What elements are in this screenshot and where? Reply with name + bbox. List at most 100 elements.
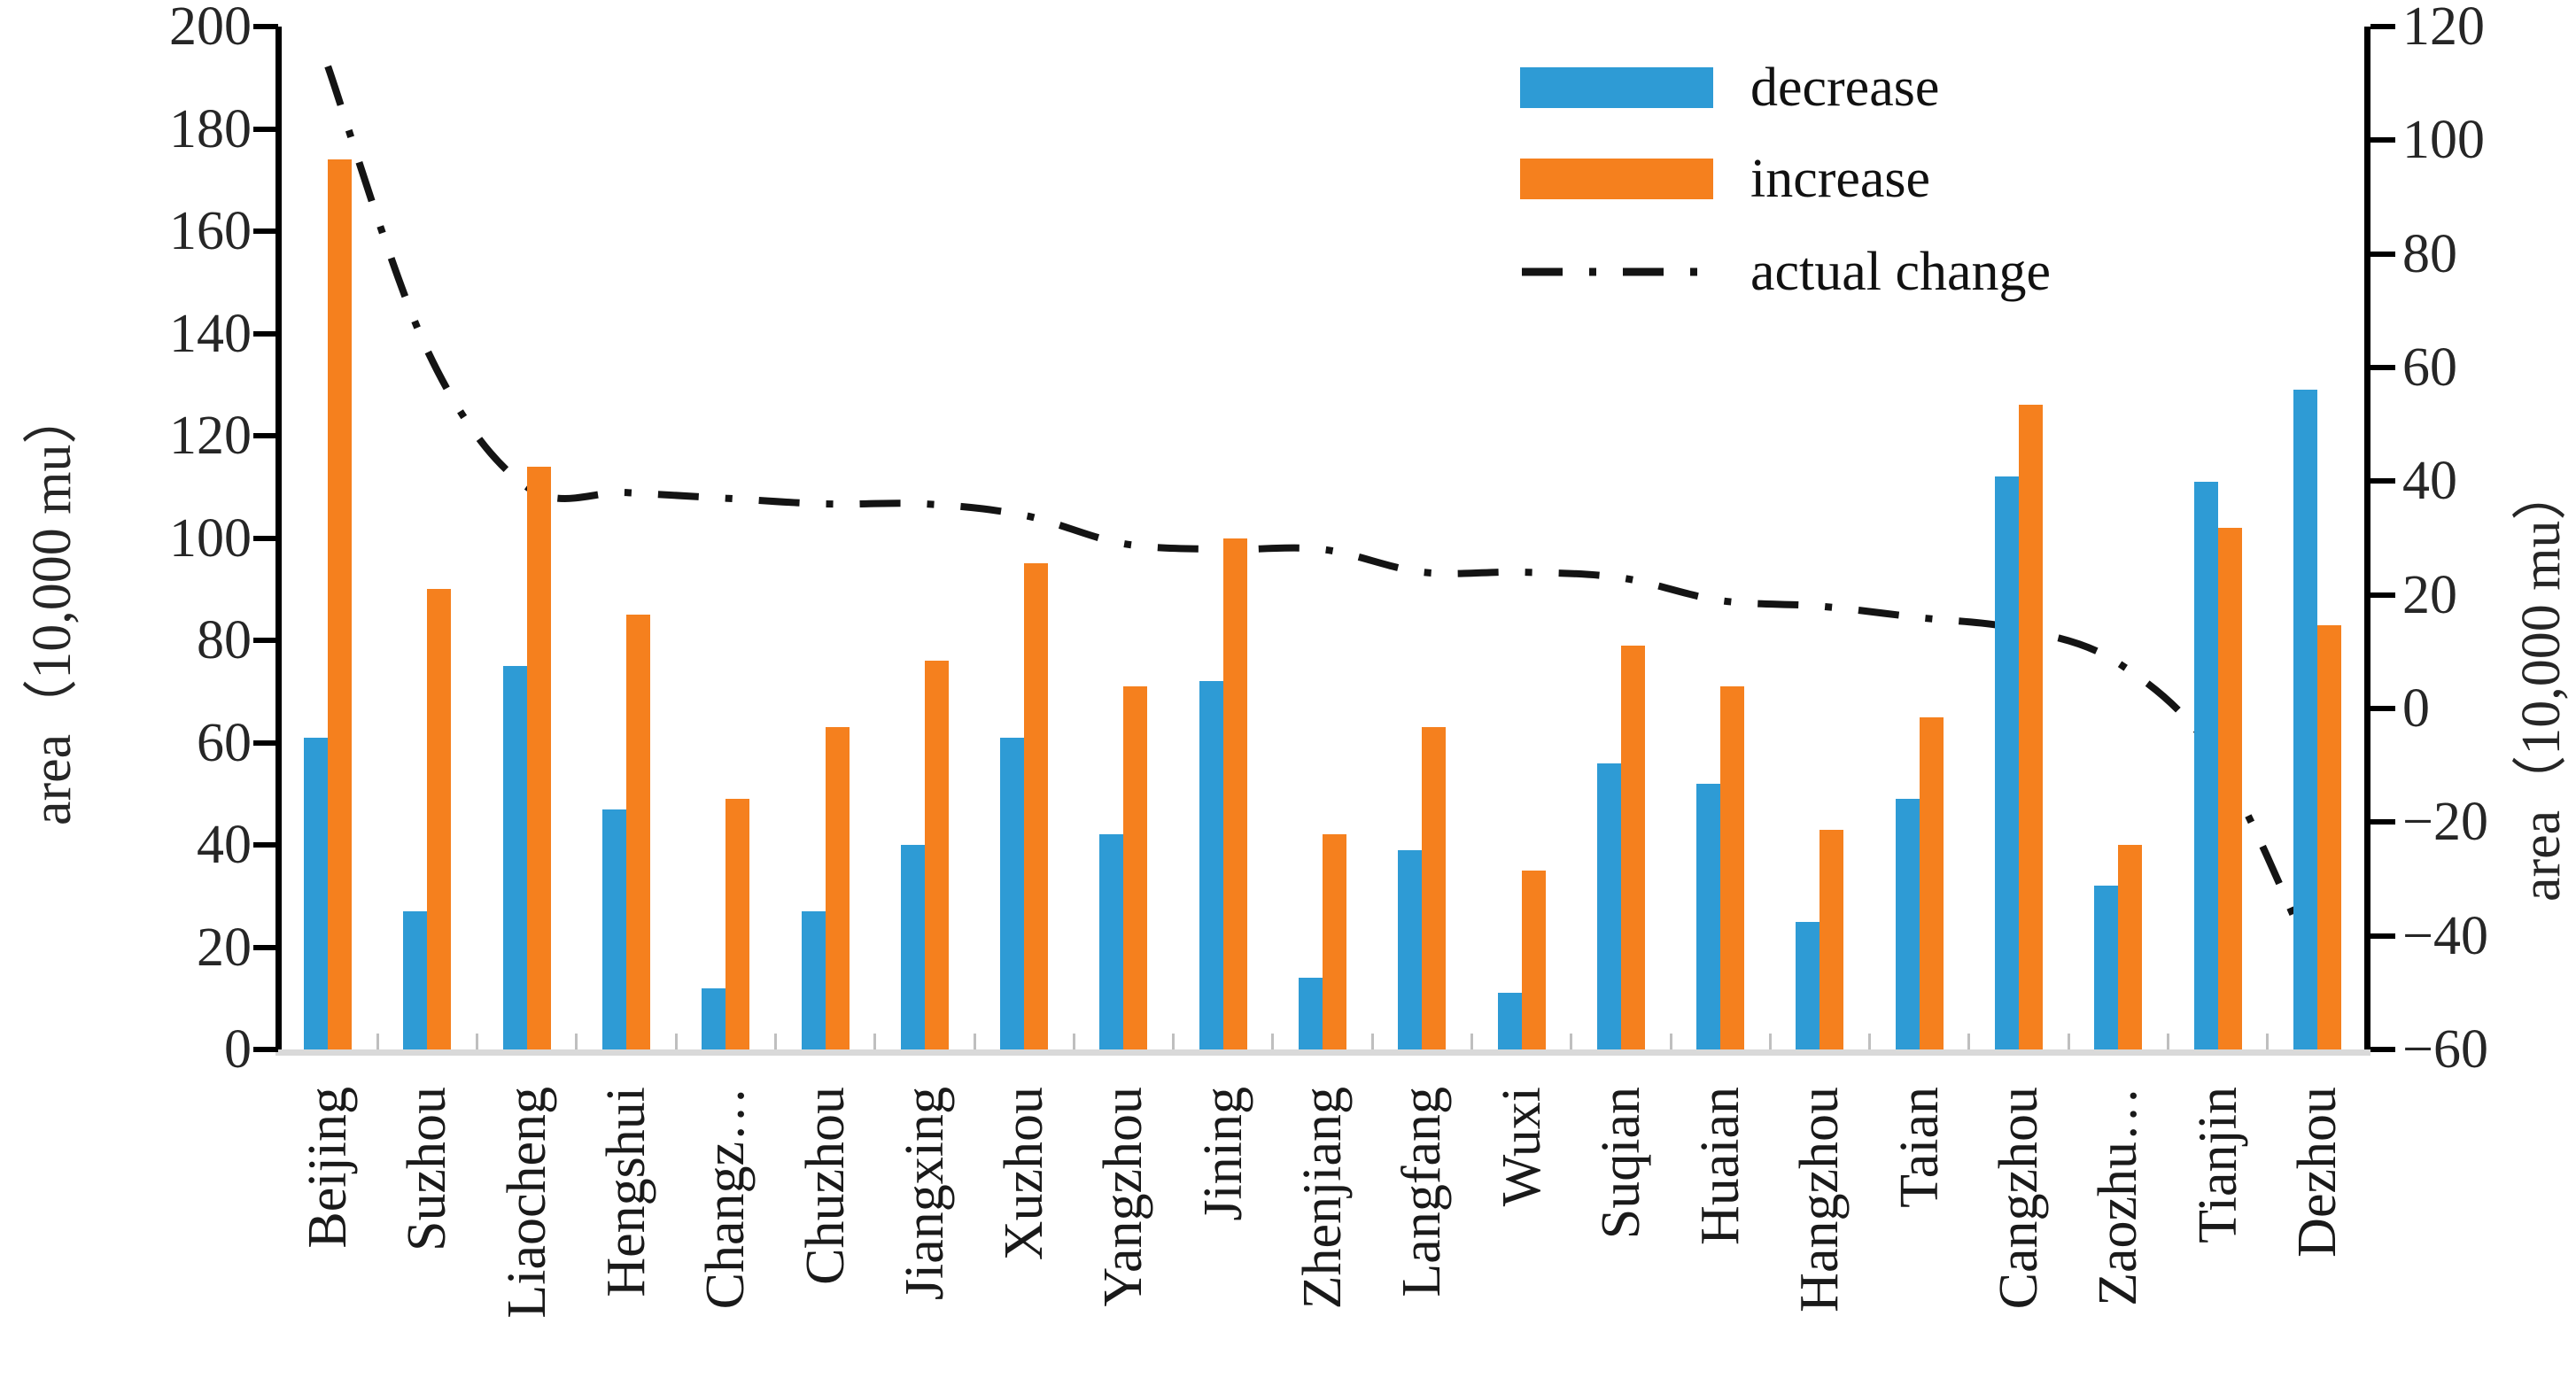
x-axis-minor-tick — [1172, 1034, 1175, 1049]
x-axis-baseline — [275, 1049, 2370, 1056]
x-axis-label-zhenjiang: Zhenjiang — [1292, 1087, 1353, 1310]
left-axis-tick-label: 60 — [197, 712, 252, 773]
left-axis-tick — [253, 433, 278, 438]
bar-decrease-jiangxing — [900, 845, 925, 1049]
x-axis-minor-tick — [2166, 1034, 2169, 1049]
bar-decrease-tianjin — [2193, 481, 2218, 1049]
left-axis-tick — [253, 739, 278, 746]
x-axis-label-taian: Taian — [1889, 1087, 1950, 1208]
x-axis-minor-tick — [1868, 1034, 1872, 1049]
x-axis-label-changz: Changz… — [695, 1087, 757, 1310]
bar-decrease-hengshui — [602, 809, 626, 1049]
x-axis-label-cangzhou: Cangzhou — [1989, 1087, 2049, 1310]
x-axis-minor-tick — [873, 1034, 877, 1049]
legend-swatch-decrease — [1520, 67, 1713, 108]
bar-increase-chuzhou — [825, 727, 850, 1049]
x-axis-minor-tick — [1967, 1034, 1971, 1049]
right-axis-line — [2364, 27, 2370, 1052]
bar-increase-zhenjiang — [1323, 834, 1346, 1049]
left-axis-tick — [253, 944, 278, 950]
right-axis-tick-label: −60 — [2402, 1019, 2488, 1080]
right-axis-tick — [2370, 1047, 2395, 1052]
bar-increase-changz — [725, 799, 750, 1049]
right-axis-tick — [2370, 24, 2395, 29]
x-axis-label-hengshui: Hengshui — [596, 1087, 656, 1297]
left-axis-tick — [253, 842, 278, 848]
bar-increase-wuxi — [1521, 870, 1546, 1049]
left-axis-tick-label: 0 — [224, 1019, 252, 1080]
right-axis-tick-label: 100 — [2402, 110, 2485, 171]
right-axis-tick — [2370, 819, 2395, 825]
left-axis-line — [275, 27, 282, 1052]
bar-increase-suqian — [1620, 645, 1645, 1049]
legend-label-actual-change: actual change — [1750, 242, 2052, 302]
x-axis-label-yangzhou: Yangzhou — [1093, 1087, 1154, 1307]
x-axis-label-chuzhou: Chuzhou — [795, 1087, 856, 1285]
bar-increase-xuzhou — [1024, 563, 1049, 1049]
x-axis-label-dezhou: Dezhou — [2286, 1087, 2347, 1258]
bar-decrease-wuxi — [1497, 993, 1522, 1049]
x-axis-label-suzhou: Suzhou — [397, 1087, 458, 1251]
right-axis-tick-label: 20 — [2402, 564, 2457, 625]
right-axis-tick — [2370, 251, 2395, 257]
right-axis-tick-label: −20 — [2402, 792, 2488, 853]
x-axis-minor-tick — [1768, 1034, 1772, 1049]
left-axis-tick — [253, 330, 278, 337]
right-axis-tick-label: 40 — [2402, 451, 2457, 512]
bar-decrease-liaocheng — [502, 665, 527, 1049]
bar-decrease-cangzhou — [1995, 476, 2019, 1049]
x-axis-minor-tick — [575, 1034, 578, 1049]
right-axis-tick-label: 60 — [2402, 337, 2457, 398]
x-axis-label-beijing: Beijing — [298, 1087, 359, 1249]
left-axis-tick — [253, 1047, 278, 1052]
bar-increase-hengshui — [626, 615, 650, 1049]
x-axis-label-hangzhou: Hangzhou — [1789, 1087, 1851, 1312]
right-axis-title: area（10,000 mu） — [2511, 465, 2572, 902]
right-axis-tick — [2370, 706, 2395, 711]
right-axis-tick — [2370, 137, 2395, 143]
x-axis-minor-tick — [376, 1034, 379, 1049]
x-axis-minor-tick — [2266, 1034, 2270, 1049]
legend-swatch-increase — [1520, 159, 1713, 199]
x-axis-label-tianjin: Tianjin — [2187, 1087, 2248, 1243]
legend-label-decrease: decrease — [1750, 58, 1940, 118]
x-axis-label-jining: Jining — [1192, 1087, 1253, 1221]
left-axis-tick-label: 120 — [169, 406, 252, 466]
x-axis-label-xuzhou: Xuzhou — [994, 1087, 1055, 1261]
right-axis-tick-label: −40 — [2402, 905, 2488, 966]
bar-decrease-changz — [702, 987, 726, 1049]
right-axis-tick — [2370, 592, 2395, 598]
bar-decrease-zhenjiang — [1299, 978, 1323, 1049]
x-axis-minor-tick — [1570, 1034, 1573, 1049]
left-axis-tick — [253, 228, 278, 234]
left-axis-tick-label: 140 — [169, 303, 252, 364]
bar-increase-zaozhu — [2118, 845, 2143, 1049]
left-axis-tick-label: 160 — [169, 201, 252, 261]
bar-increase-liaocheng — [526, 466, 551, 1049]
legend-item-increase: increase — [1520, 151, 1930, 206]
left-axis-tick-label: 20 — [197, 917, 252, 978]
x-axis-label-zaozhu: Zaozhu… — [2088, 1087, 2149, 1306]
bar-increase-hangzhou — [1819, 829, 1844, 1049]
x-axis-minor-tick — [2067, 1034, 2070, 1049]
left-axis-tick-label: 200 — [169, 0, 252, 57]
bar-increase-taian — [1919, 716, 1944, 1049]
bar-increase-tianjin — [2217, 527, 2242, 1049]
x-axis-label-liaocheng: Liaocheng — [496, 1087, 557, 1319]
legend-label-increase: increase — [1750, 149, 1931, 209]
bar-decrease-zaozhu — [2094, 886, 2119, 1049]
bar-increase-suzhou — [427, 589, 452, 1049]
x-axis-minor-tick — [674, 1034, 678, 1049]
left-axis-tick-label: 100 — [169, 507, 252, 569]
bar-decrease-huaian — [1696, 783, 1721, 1049]
x-axis-minor-tick — [1271, 1034, 1275, 1049]
legend-item-decrease: decrease — [1520, 60, 1939, 115]
left-axis-tick-label: 40 — [197, 815, 252, 875]
bar-increase-yangzhou — [1123, 685, 1148, 1049]
bar-decrease-suzhou — [403, 911, 428, 1049]
x-axis-label-wuxi: Wuxi — [1491, 1087, 1552, 1207]
x-axis-label-langfang: Langfang — [1392, 1087, 1453, 1297]
x-axis-minor-tick — [973, 1034, 976, 1049]
left-axis-tick-label: 180 — [169, 98, 252, 159]
bar-increase-cangzhou — [2019, 405, 2043, 1049]
